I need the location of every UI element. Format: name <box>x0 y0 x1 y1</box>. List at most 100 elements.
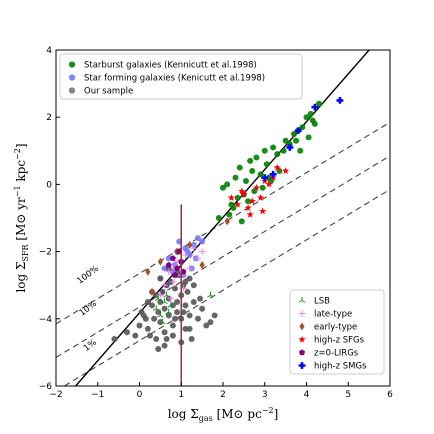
data-point <box>138 309 145 316</box>
data-point <box>194 255 202 262</box>
data-point <box>290 131 297 137</box>
data-point <box>299 124 306 131</box>
data-point <box>305 134 312 141</box>
x-tick-label: 0 <box>137 390 143 400</box>
data-point <box>240 190 248 198</box>
data-point <box>190 299 197 305</box>
y-tick-label: 2 <box>46 113 52 123</box>
data-point <box>197 295 204 302</box>
data-point <box>199 238 206 245</box>
data-point <box>311 103 319 111</box>
data-point <box>259 184 266 191</box>
legend-marker-starburst-galaxies-kennicutt-et-al-1998 <box>68 61 76 68</box>
data-point <box>263 161 270 168</box>
y-tick-label: −2 <box>39 248 52 258</box>
data-point <box>182 302 189 309</box>
data-point <box>207 319 214 326</box>
data-point <box>190 245 197 252</box>
data-point <box>169 302 176 309</box>
data-point <box>273 163 281 171</box>
legend-bottom: LSB late-type early-type high-z SFGs z=0-LIR… <box>289 289 385 375</box>
efficiency-line-0 <box>56 121 390 325</box>
data-point <box>211 312 218 319</box>
data-point <box>171 315 178 322</box>
data-point <box>167 301 175 308</box>
data-point <box>194 235 201 242</box>
y-tick-label: 4 <box>46 46 52 56</box>
data-point <box>157 257 163 266</box>
data-point <box>236 164 243 171</box>
data-point <box>242 178 249 185</box>
data-point <box>265 180 273 188</box>
data-point <box>226 211 233 218</box>
data-point <box>153 335 160 342</box>
data-point <box>174 265 181 271</box>
legend-frame <box>289 289 385 375</box>
data-point <box>234 200 242 208</box>
legend-label-starburst-galaxies-kennicutt-et-al-1998: Starburst galaxies (Kennicutt et al.1998… <box>84 61 257 71</box>
data-point <box>157 292 164 299</box>
data-point <box>142 315 149 322</box>
data-point <box>149 287 155 296</box>
data-point <box>152 305 160 311</box>
legend-marker-early-type <box>299 322 305 331</box>
data-point <box>157 275 164 282</box>
data-point <box>259 207 267 215</box>
data-point <box>144 299 151 305</box>
x-axis-title: log Σgas [M⊙ pc−2] <box>168 406 279 423</box>
x-tick-label: 3 <box>262 390 268 400</box>
data-point <box>186 325 193 332</box>
legend-label-late-type: late-type <box>314 310 352 320</box>
efficiency-line-2 <box>63 188 390 386</box>
data-point <box>163 291 170 298</box>
legend-label-high-z-smgs: high-z SMGs <box>314 362 367 372</box>
data-point <box>174 309 181 316</box>
data-point <box>190 282 197 289</box>
legend-marker-late-type <box>298 310 306 317</box>
data-point <box>184 288 191 295</box>
data-point <box>187 240 193 249</box>
data-point <box>293 137 300 144</box>
data-point <box>244 204 252 211</box>
data-point <box>253 154 260 161</box>
data-point <box>230 204 237 211</box>
x-tick-label: 1 <box>178 390 184 400</box>
data-point <box>184 248 191 255</box>
data-point <box>165 312 172 319</box>
legend-label-our-sample: Our sample <box>84 87 133 97</box>
data-point <box>297 147 304 154</box>
data-point <box>186 275 193 282</box>
data-point <box>153 292 160 299</box>
plot-area <box>56 50 390 386</box>
data-point <box>224 181 231 188</box>
legend-label-lsb: LSB <box>314 297 330 307</box>
data-point <box>171 285 178 292</box>
data-point <box>165 268 172 275</box>
data-point <box>161 342 168 349</box>
data-point <box>169 278 177 286</box>
data-point <box>190 241 197 248</box>
efficiency-labels: 100%10%1% <box>75 264 100 354</box>
data-point <box>303 114 310 121</box>
data-point <box>161 282 168 289</box>
data-point <box>165 261 172 268</box>
data-point <box>186 312 193 319</box>
data-point <box>234 194 241 201</box>
data-point <box>261 147 268 154</box>
x-tick-label: 6 <box>387 390 393 400</box>
data-point <box>174 299 181 305</box>
data-point <box>171 271 179 278</box>
data-point <box>248 197 256 205</box>
data-point <box>249 167 256 174</box>
data-point <box>146 332 153 339</box>
legend-marker-high-z-sfgs <box>298 335 306 343</box>
data-point <box>194 315 201 322</box>
data-point <box>188 335 195 342</box>
legend-marker-our-sample <box>68 87 76 94</box>
data-point <box>215 215 222 221</box>
y-tick-label: −6 <box>39 382 53 392</box>
data-point <box>238 187 246 195</box>
data-point <box>316 100 323 107</box>
data-point <box>165 255 172 262</box>
